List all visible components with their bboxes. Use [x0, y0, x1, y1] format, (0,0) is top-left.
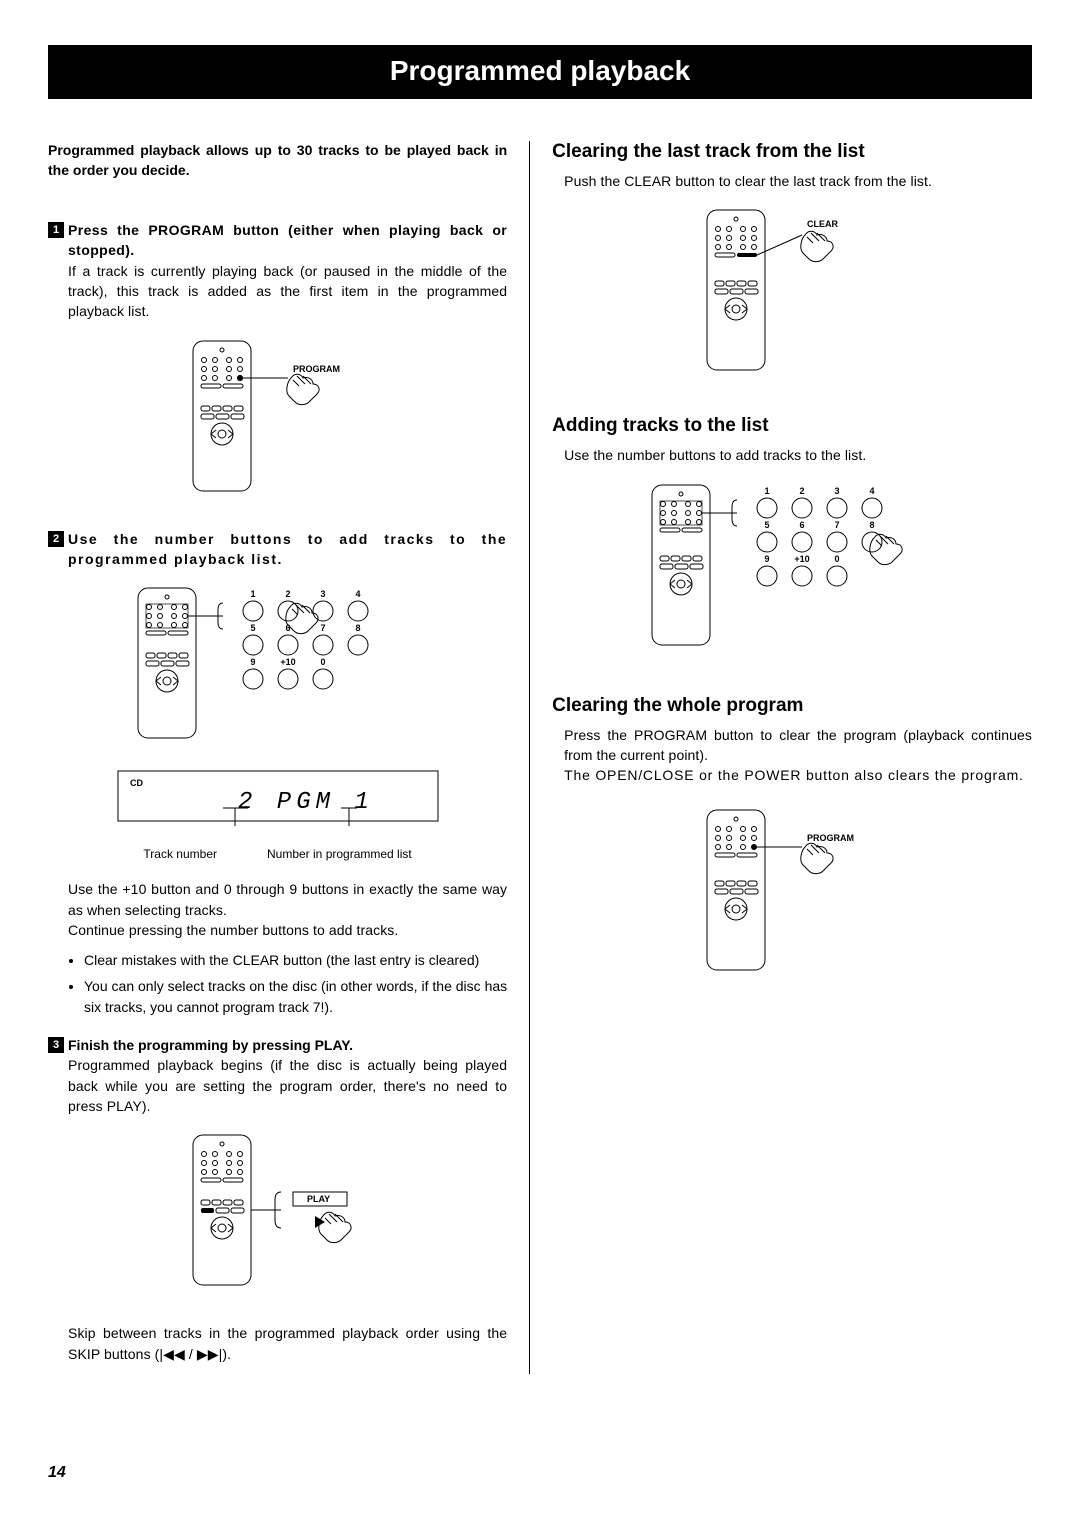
sec-clear-whole-heading: Clearing the whole program: [552, 695, 1032, 717]
svg-text:CD: CD: [130, 778, 143, 788]
numpad-icon: 1 2 3 4 5 6 7 8 9 +10 0: [243, 589, 368, 689]
step-2-figure-remote: 1 2 3 4 5 6 7 8 9 +10 0: [48, 583, 507, 748]
svg-text:5: 5: [765, 520, 770, 530]
svg-text:9: 9: [765, 554, 770, 564]
step-2-number: 2: [48, 531, 64, 547]
step-2: 2 Use the number buttons to add tracks t…: [48, 529, 507, 1017]
svg-text:3: 3: [835, 486, 840, 496]
step-3-body1: Programmed playback begins (if the disc …: [68, 1055, 507, 1116]
bullet-clear: Clear mistakes with the CLEAR button (th…: [84, 950, 507, 970]
step-1-figure: PROGRAM: [48, 336, 507, 511]
svg-text:2: 2: [800, 486, 805, 496]
step-3-body2: Skip between tracks in the programmed pl…: [68, 1323, 507, 1364]
svg-text:3: 3: [320, 589, 325, 599]
svg-text:1: 1: [765, 486, 770, 496]
page-title: Programmed playback: [48, 45, 1032, 99]
svg-text:0: 0: [320, 657, 325, 667]
sec-clear-last-figure: CLEAR: [552, 205, 1032, 385]
svg-text:2: 2: [285, 589, 290, 599]
step-2-bullets: Clear mistakes with the CLEAR button (th…: [68, 950, 507, 1017]
caption-programmed-list: Number in programmed list: [267, 847, 412, 861]
sec-adding-body: Use the number buttons to add tracks to …: [564, 445, 1032, 465]
step-3: 3 Finish the programming by pressing PLA…: [48, 1035, 507, 1364]
right-column: Clearing the last track from the list Pu…: [530, 141, 1032, 1374]
page-number: 14: [48, 1464, 66, 1482]
intro-text: Programmed playback allows up to 30 trac…: [48, 141, 507, 180]
svg-text:PLAY: PLAY: [307, 1194, 330, 1204]
sec-adding-heading: Adding tracks to the list: [552, 415, 1032, 437]
svg-text:4: 4: [355, 589, 360, 599]
left-column: Programmed playback allows up to 30 trac…: [48, 141, 530, 1374]
svg-text:8: 8: [355, 623, 360, 633]
bullet-disc-limit: You can only select tracks on the disc (…: [84, 976, 507, 1017]
program-label: PROGRAM: [293, 364, 340, 374]
svg-text:5: 5: [250, 623, 255, 633]
svg-text:4: 4: [870, 486, 875, 496]
sec-clear-whole-body2: The OPEN/CLOSE or the POWER button also …: [564, 765, 1032, 785]
step-3-figure: PLAY: [48, 1130, 507, 1305]
sec-clear-whole-figure: PROGRAM: [552, 805, 1032, 985]
two-column-layout: Programmed playback allows up to 30 trac…: [48, 141, 1032, 1374]
svg-text:2 PGM 1: 2 PGM 1: [238, 789, 374, 816]
step-2-body2: Continue pressing the number buttons to …: [68, 920, 507, 940]
step-2-body1: Use the +10 button and 0 through 9 butto…: [68, 879, 507, 920]
step-2-heading: Use the number buttons to add tracks to …: [68, 529, 507, 570]
svg-text:7: 7: [835, 520, 840, 530]
step-1: 1 Press the PROGRAM button (either when …: [48, 220, 507, 510]
svg-text:7: 7: [320, 623, 325, 633]
svg-text:6: 6: [800, 520, 805, 530]
step-1-heading: Press the PROGRAM button (either when pl…: [68, 220, 507, 261]
sec-clear-last-body: Push the CLEAR button to clear the last …: [564, 171, 1032, 191]
svg-text:+10: +10: [794, 554, 809, 564]
svg-text:1: 1: [250, 589, 255, 599]
step-2-lcd: CD 2 PGM 1 Track number Number in progra…: [48, 766, 507, 861]
step-1-number: 1: [48, 222, 64, 238]
svg-text:9: 9: [250, 657, 255, 667]
svg-text:0: 0: [835, 554, 840, 564]
caption-track-number: Track number: [143, 847, 217, 861]
step-3-heading: Finish the programming by pressing PLAY.: [68, 1035, 507, 1055]
step-1-body: If a track is currently playing back (or…: [68, 261, 507, 322]
svg-text:PROGRAM: PROGRAM: [807, 833, 854, 843]
sec-clear-whole-body1: Press the PROGRAM button to clear the pr…: [564, 725, 1032, 766]
svg-text:+10: +10: [280, 657, 295, 667]
step-3-number: 3: [48, 1037, 64, 1053]
svg-text:CLEAR: CLEAR: [807, 219, 838, 229]
svg-text:8: 8: [870, 520, 875, 530]
sec-adding-figure: 1 2 3 4 5 6 7 8 9 +10 0: [552, 480, 1032, 655]
sec-clear-last-heading: Clearing the last track from the list: [552, 141, 1032, 163]
